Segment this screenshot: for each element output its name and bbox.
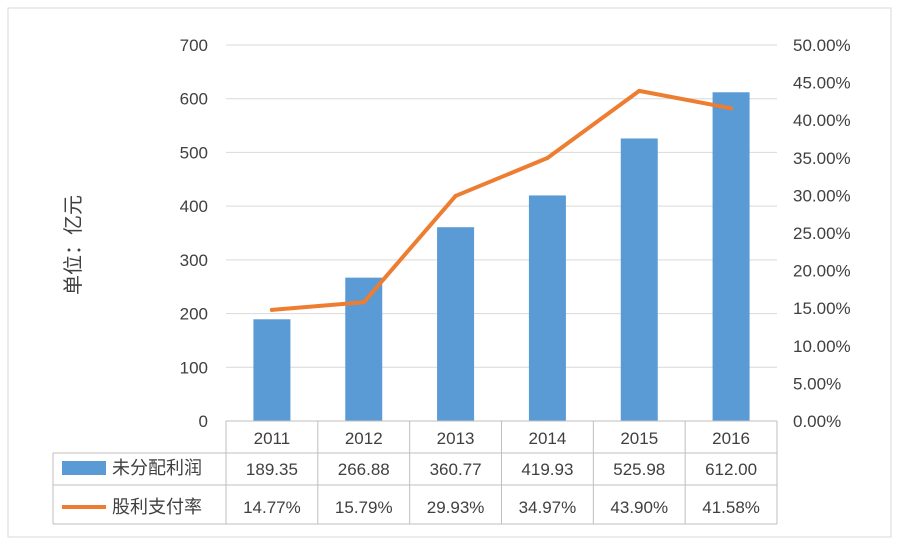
y2-tick-label: 35.00%: [793, 149, 851, 168]
table-value-line: 43.90%: [610, 498, 668, 517]
table-value-bar: 266.88: [338, 460, 390, 479]
legend-key-bar: [62, 461, 106, 475]
x-tick-label: 2011: [254, 429, 291, 448]
bar-2012: [345, 277, 383, 421]
table-value-bar: 189.35: [246, 460, 298, 479]
bar-2014: [528, 195, 566, 421]
y2-tick-label: 5.00%: [793, 374, 841, 393]
line-point-2011: [269, 307, 274, 312]
y-tick-label: 700: [180, 36, 208, 55]
left-axis-tick-labels: 0 100 200 300 400 500 600 700: [180, 36, 208, 431]
y-tick-label: 0: [199, 412, 208, 431]
line-point-2014: [545, 156, 550, 161]
data-table: 2011 2012 2013 2014 2015 2016 未分配利润 189.35 266.8…: [52, 420, 778, 525]
table-value-line: 29.93%: [427, 498, 485, 517]
legend-label-line: 股利支付率: [112, 497, 202, 517]
line-point-2015: [637, 88, 642, 93]
y2-tick-label: 15.00%: [793, 299, 851, 318]
right-axis-tick-labels: 0.00% 5.00% 10.00% 15.00% 20.00% 25.00% 30.00%…: [793, 36, 851, 431]
line-point-2013: [453, 193, 458, 198]
line-series: [269, 88, 734, 312]
y-tick-label: 500: [180, 143, 208, 162]
y-axis-label: 单位：亿元: [62, 195, 85, 295]
table-value-bar: 419.93: [521, 460, 573, 479]
x-tick-label: 2015: [620, 429, 658, 448]
x-tick-label: 2016: [712, 429, 750, 448]
table-value-bar: 525.98: [613, 460, 665, 479]
y2-tick-label: 0.00%: [793, 412, 841, 431]
table-value-line: 41.58%: [702, 498, 760, 517]
y-tick-label: 400: [180, 197, 208, 216]
bar-2016: [712, 92, 750, 422]
y-tick-label: 300: [180, 251, 208, 270]
y2-tick-label: 25.00%: [793, 224, 851, 243]
bar-2013: [437, 227, 475, 421]
y2-tick-label: 45.00%: [793, 74, 851, 93]
y2-tick-label: 20.00%: [793, 262, 851, 281]
bar-2011: [253, 319, 291, 421]
bar-series: [253, 92, 750, 422]
x-tick-label: 2013: [437, 429, 475, 448]
y-tick-label: 200: [180, 305, 208, 324]
y-tick-label: 600: [180, 90, 208, 109]
y2-tick-label: 10.00%: [793, 337, 851, 356]
y2-tick-label: 30.00%: [793, 186, 851, 205]
x-tick-label: 2014: [529, 429, 567, 448]
table-value-line: 15.79%: [335, 498, 393, 517]
bar-2015: [620, 138, 658, 421]
line-point-2016: [729, 106, 734, 111]
line-point-2012: [361, 300, 366, 305]
legend-label-bar: 未分配利润: [112, 458, 202, 478]
payout-ratio-line: [269, 88, 734, 312]
table-value-bar: 360.77: [430, 460, 482, 479]
table-value-line: 34.97%: [519, 498, 577, 517]
x-tick-label: 2012: [345, 429, 383, 448]
table-value-bar: 612.00: [705, 460, 757, 479]
table-value-line: 14.77%: [243, 498, 301, 517]
y2-tick-label: 50.00%: [793, 36, 851, 55]
y-tick-label: 100: [180, 358, 208, 377]
y2-tick-label: 40.00%: [793, 111, 851, 130]
